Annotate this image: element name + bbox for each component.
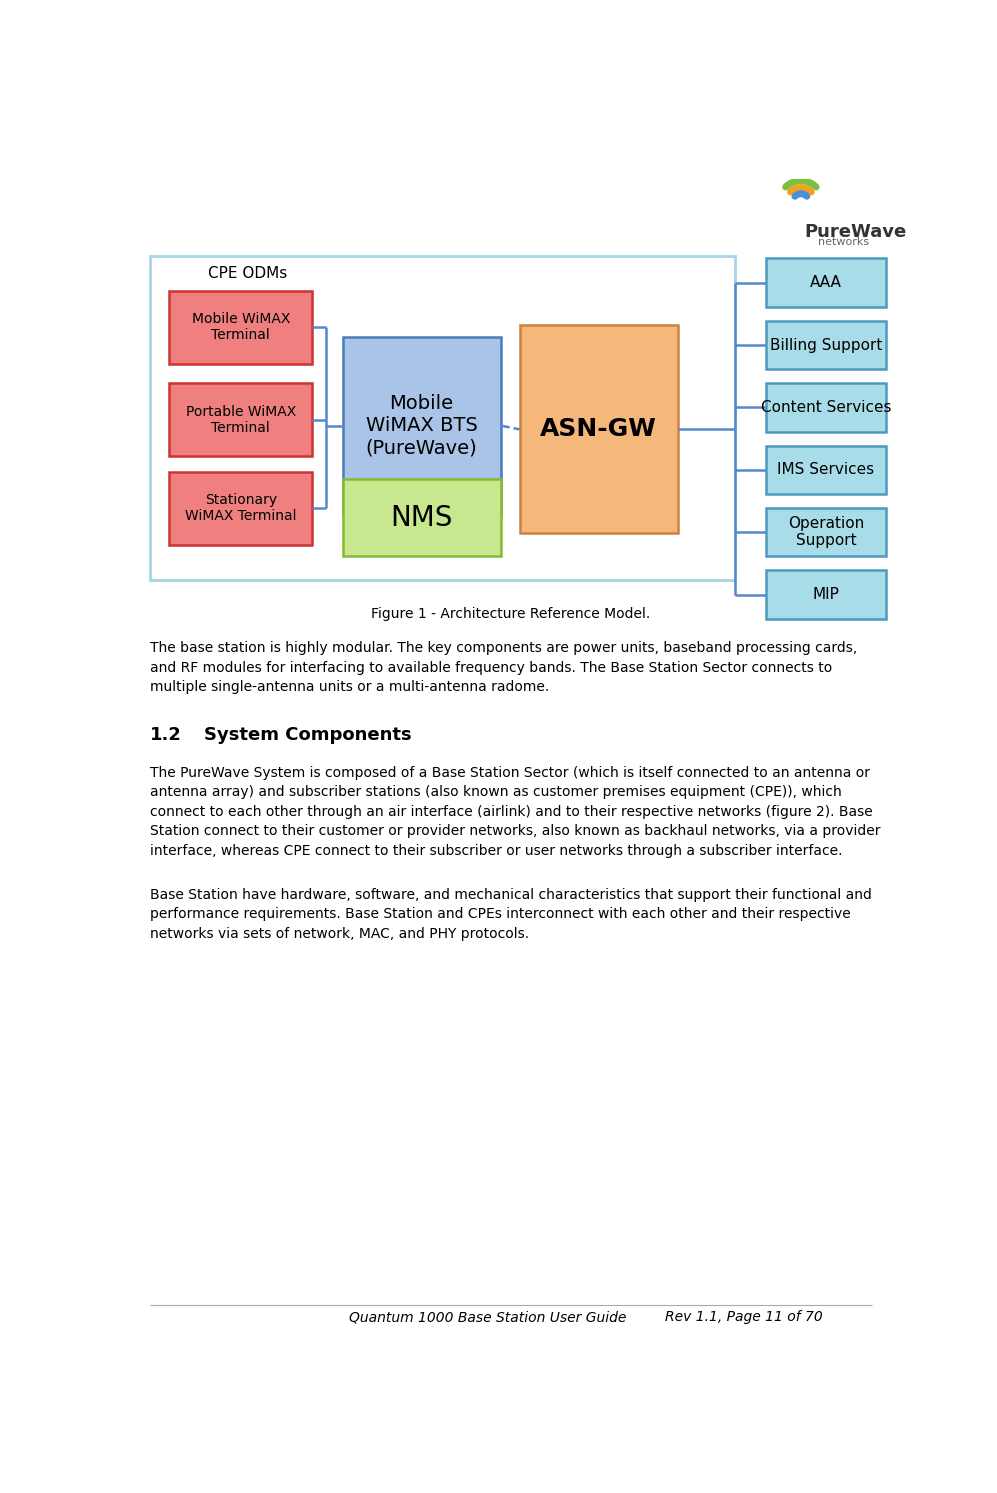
Text: Billing Support: Billing Support xyxy=(770,337,882,352)
Text: IMS Services: IMS Services xyxy=(778,463,874,478)
Text: System Components: System Components xyxy=(204,726,412,744)
FancyBboxPatch shape xyxy=(343,479,500,557)
Text: Quantum 1000 Base Station User Guide: Quantum 1000 Base Station User Guide xyxy=(349,1311,626,1324)
Text: Stationary
WiMAX Terminal: Stationary WiMAX Terminal xyxy=(184,493,296,524)
Text: PureWave: PureWave xyxy=(805,222,907,240)
Text: Figure 1 - Architecture Reference Model.: Figure 1 - Architecture Reference Model. xyxy=(371,608,651,621)
Text: CPE ODMs: CPE ODMs xyxy=(208,266,287,281)
Text: AAA: AAA xyxy=(810,275,841,290)
Text: Base Station have hardware, software, and mechanical characteristics that suppor: Base Station have hardware, software, an… xyxy=(151,887,872,941)
FancyBboxPatch shape xyxy=(767,570,885,618)
Text: NMS: NMS xyxy=(391,505,453,532)
FancyBboxPatch shape xyxy=(767,384,885,431)
FancyBboxPatch shape xyxy=(767,321,885,369)
FancyBboxPatch shape xyxy=(767,258,885,308)
FancyBboxPatch shape xyxy=(767,445,885,494)
Text: Mobile
WiMAX BTS
(PureWave): Mobile WiMAX BTS (PureWave) xyxy=(366,394,478,457)
FancyBboxPatch shape xyxy=(767,508,885,557)
Text: The PureWave System is composed of a Base Station Sector (which is itself connec: The PureWave System is composed of a Bas… xyxy=(151,766,880,858)
FancyBboxPatch shape xyxy=(519,325,678,533)
FancyBboxPatch shape xyxy=(343,337,500,514)
FancyBboxPatch shape xyxy=(151,257,736,579)
FancyBboxPatch shape xyxy=(169,472,312,545)
Text: Mobile WiMAX
Terminal: Mobile WiMAX Terminal xyxy=(191,312,290,342)
Text: MIP: MIP xyxy=(813,587,839,602)
Text: 1.2: 1.2 xyxy=(151,726,182,744)
Text: Content Services: Content Services xyxy=(761,400,891,415)
Text: Operation
Support: Operation Support xyxy=(788,517,864,548)
Text: networks: networks xyxy=(818,237,869,248)
Text: The base station is highly modular. The key components are power units, baseband: The base station is highly modular. The … xyxy=(151,640,857,694)
FancyBboxPatch shape xyxy=(169,384,312,457)
Text: Portable WiMAX
Terminal: Portable WiMAX Terminal xyxy=(185,405,296,434)
Text: ASN-GW: ASN-GW xyxy=(540,418,657,442)
FancyBboxPatch shape xyxy=(169,291,312,364)
Text: Rev 1.1, Page 11 of 70: Rev 1.1, Page 11 of 70 xyxy=(665,1311,823,1324)
